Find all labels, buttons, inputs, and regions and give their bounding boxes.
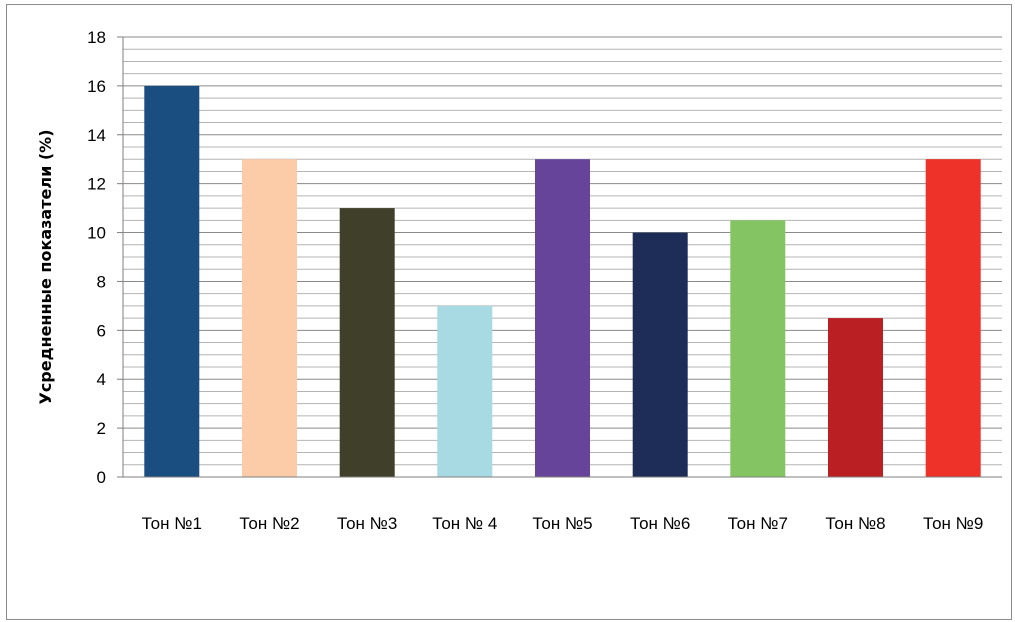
bar-2	[242, 159, 297, 477]
x-tick-label: Тон №5	[532, 514, 592, 533]
y-axis-title: Усредненные показатели (%)	[36, 129, 55, 404]
y-tick-label: 8	[97, 272, 106, 291]
bar-4	[437, 305, 493, 477]
x-tick-label: Тон №1	[142, 514, 202, 533]
axes	[117, 36, 1002, 478]
y-tick-label: 0	[97, 468, 106, 487]
x-tick-label: Тон №2	[239, 514, 299, 533]
bar-8	[828, 318, 883, 477]
bar-7	[730, 220, 786, 478]
y-tick-label: 12	[87, 175, 106, 194]
y-tick-label: 10	[87, 224, 106, 243]
x-tick-label: Тон №7	[728, 514, 788, 533]
y-tick-label: 6	[97, 321, 106, 340]
x-tick-labels: Тон №1 Тон №2 Тон №3 Тон № 4 Тон №5 Тон №6 Тон…	[142, 514, 984, 533]
y-tick-label: 4	[97, 370, 106, 389]
bar-3	[339, 208, 395, 477]
x-tick-label: Тон №9	[923, 514, 983, 533]
y-tick-label: 18	[87, 28, 106, 47]
bars	[144, 85, 981, 478]
bar-1	[144, 85, 200, 478]
x-tick-label: Тон № 4	[432, 514, 497, 533]
x-tick-label: Тон №3	[337, 514, 397, 533]
y-tick-labels: 0 2 4 6 8 10 12 14 16 18	[87, 28, 106, 487]
bar-9	[925, 159, 981, 477]
y-tick-label: 16	[87, 77, 106, 96]
bar-5	[535, 159, 590, 477]
y-tick-label: 2	[97, 419, 106, 438]
x-tick-label: Тон №6	[630, 514, 690, 533]
bar-6	[632, 232, 688, 477]
y-tick-label: 14	[87, 126, 106, 145]
x-tick-label: Тон №8	[825, 514, 885, 533]
